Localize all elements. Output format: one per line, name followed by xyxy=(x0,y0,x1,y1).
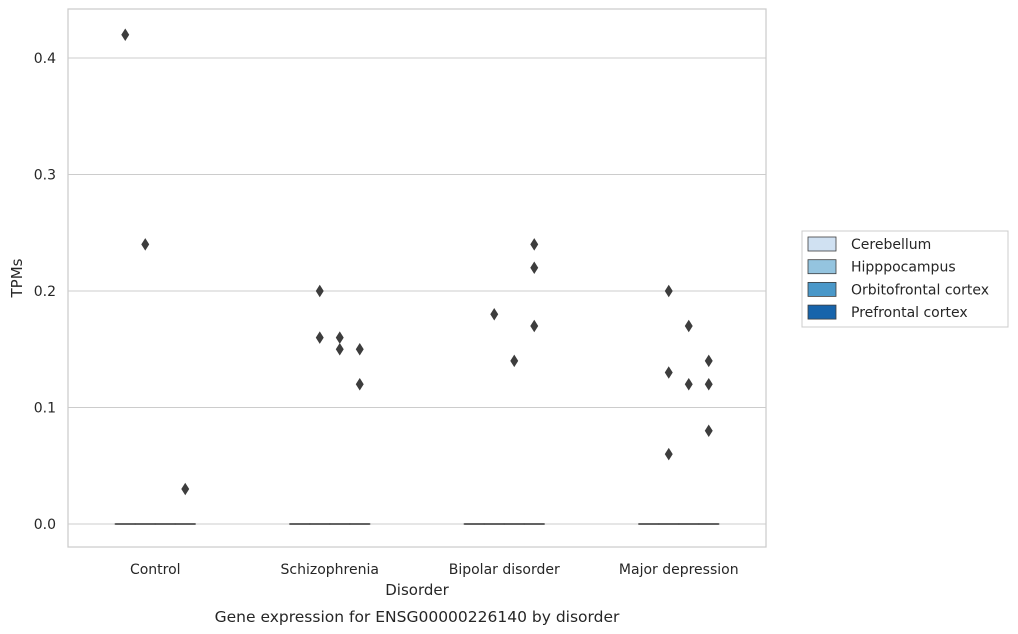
y-tick-label: 0.2 xyxy=(34,284,56,300)
outlier-point xyxy=(530,261,539,274)
y-axis-ticks: 0.0 0.1 0.2 0.3 0.4 xyxy=(34,51,56,533)
y-tick-label: 0.0 xyxy=(34,517,56,533)
legend: Cerebellum Hipppocampus Orbitofrontal cort… xyxy=(801,230,1009,328)
x-tick-label: Major depression xyxy=(619,562,739,578)
outlier-point xyxy=(704,424,713,438)
legend-items: Cerebellum Hipppocampus Orbitofrontal cort… xyxy=(807,236,989,321)
y-tick-label: 0.4 xyxy=(34,51,56,67)
chart-marks xyxy=(114,28,720,525)
outlier-point xyxy=(704,354,713,368)
legend-label: Prefrontal cortex xyxy=(851,305,968,321)
outlier-point xyxy=(530,238,539,251)
legend-label: Cerebellum xyxy=(851,237,931,253)
outlier-point xyxy=(704,377,713,391)
x-axis-label: Disorder xyxy=(385,581,449,599)
outlier-point xyxy=(335,331,344,344)
x-tick-label: Control xyxy=(130,562,181,578)
x-tick-label: Bipolar disorder xyxy=(449,562,560,578)
gridlines xyxy=(68,57,766,525)
outlier-point xyxy=(181,482,190,496)
outlier-point xyxy=(355,377,364,391)
outlier-point xyxy=(315,331,324,344)
outlier-point xyxy=(315,284,324,298)
x-axis-ticks: Control Schizophrenia Bipolar disorder Majo… xyxy=(130,562,739,578)
y-tick-label: 0.3 xyxy=(34,168,56,184)
outlier-point xyxy=(335,343,344,356)
legend-label: Hipppocampus xyxy=(851,260,956,276)
outlier-point xyxy=(684,377,693,391)
legend-label: Orbitofrontal cortex xyxy=(851,282,989,298)
outlier-point xyxy=(684,319,693,333)
outlier-point xyxy=(355,343,364,356)
legend-swatch xyxy=(807,281,837,297)
y-tick-label: 0.1 xyxy=(34,401,56,417)
outlier-point xyxy=(510,354,519,368)
plot-frame xyxy=(67,8,767,548)
x-tick-label: Schizophrenia xyxy=(281,562,379,578)
outlier-point xyxy=(490,308,499,321)
outlier-point xyxy=(664,366,673,379)
legend-swatch xyxy=(807,304,837,320)
outlier-point xyxy=(121,28,130,41)
legend-swatch xyxy=(807,236,837,252)
figure-caption: Gene expression for ENSG00000226140 by d… xyxy=(215,608,620,626)
outlier-point xyxy=(664,447,673,461)
outlier-point xyxy=(530,319,539,333)
y-axis-label: TPMs xyxy=(8,258,26,298)
outlier-point xyxy=(664,284,673,298)
outlier-point xyxy=(141,238,150,251)
legend-swatch xyxy=(807,259,837,275)
